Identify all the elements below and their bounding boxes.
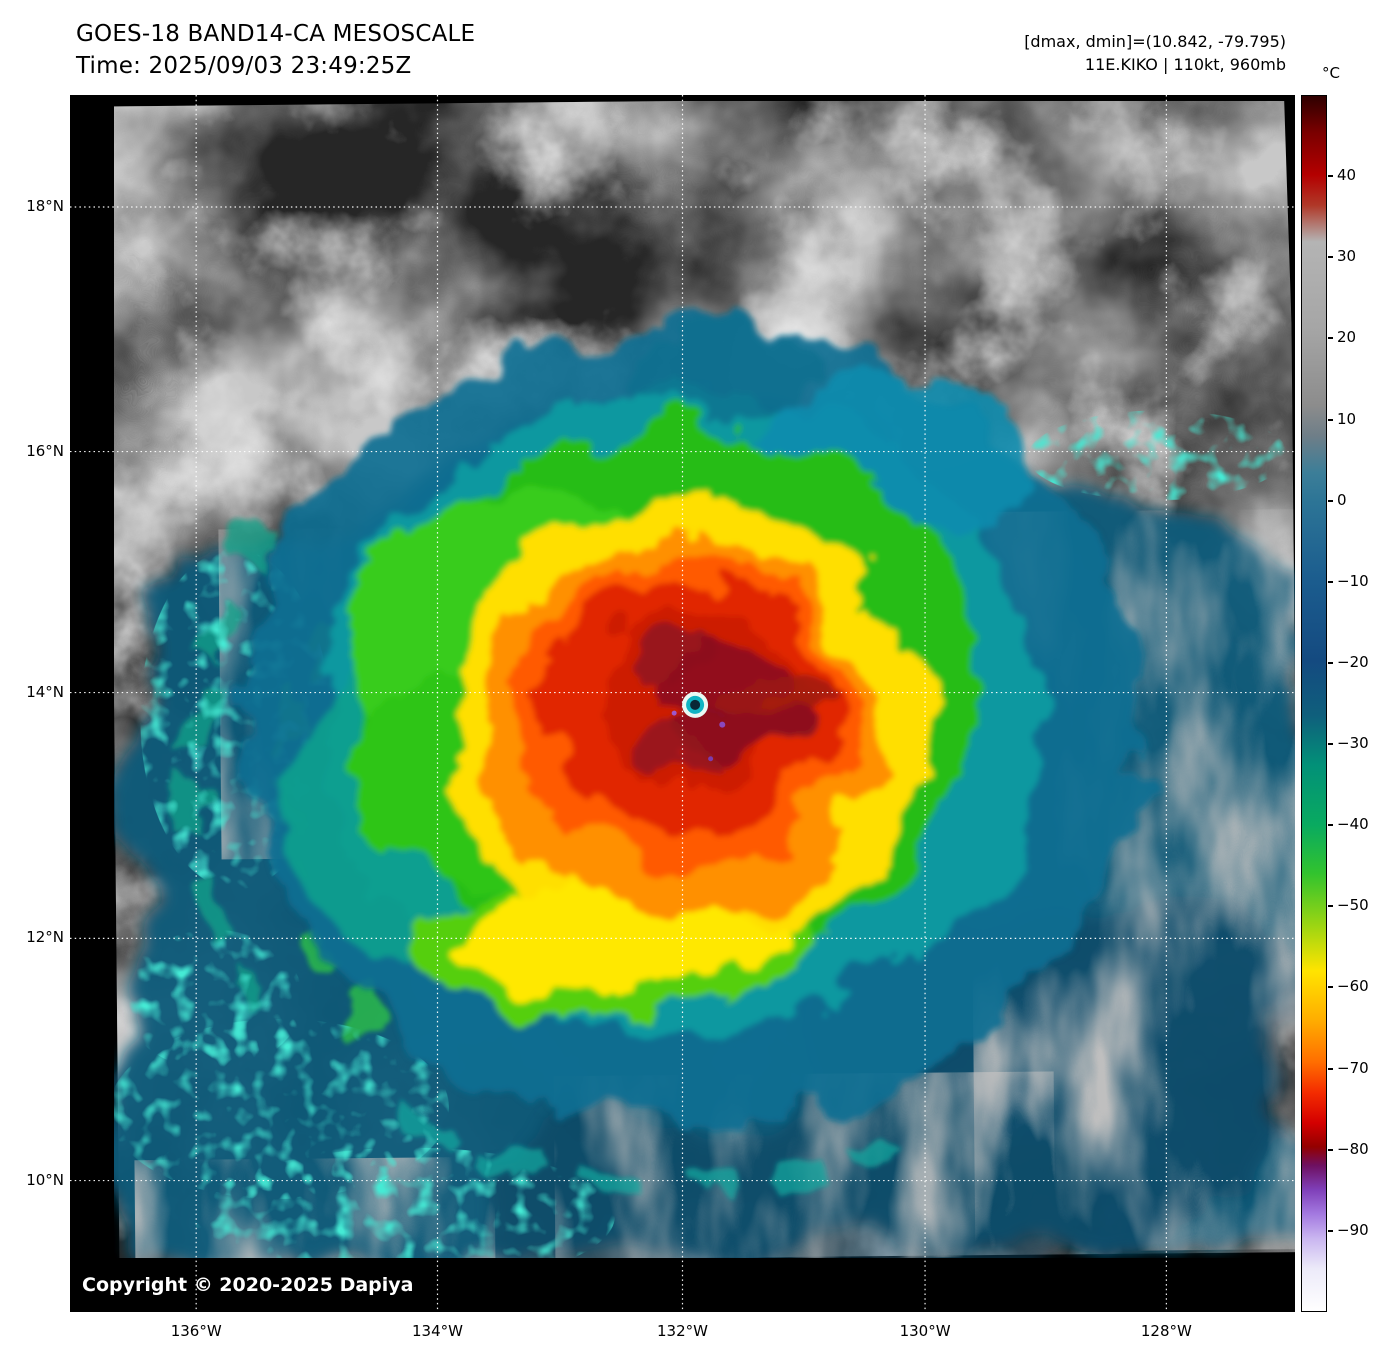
lon-tick-label: 132°W: [657, 1322, 708, 1340]
colorbar-tick-label: 0: [1337, 490, 1347, 509]
colorbar-tick-label: −50: [1337, 896, 1369, 915]
colorbar-tick-mark: [1328, 905, 1333, 908]
lat-tick-label: 10°N: [26, 1170, 64, 1189]
colorbar-unit-label: °C: [1322, 64, 1340, 82]
plot-area: Copyright © 2020-2025 Dapiya: [70, 95, 1295, 1312]
black-frame: [70, 95, 1295, 1312]
colorbar-tick-label: −70: [1337, 1058, 1369, 1077]
lat-tick-label: 18°N: [26, 196, 64, 215]
colorbar-tick-mark: [1328, 824, 1333, 827]
satellite-image: [70, 95, 1295, 1312]
hurricane-eye: [682, 691, 709, 718]
colorbar-tick-label: −30: [1337, 734, 1369, 753]
lat-tick-label: 14°N: [26, 682, 64, 701]
colorbar-tick-label: −60: [1337, 977, 1369, 996]
colorbar-tick-label: 20: [1337, 328, 1357, 347]
lon-tick-label: 130°W: [899, 1322, 951, 1340]
colorbar-tick-mark: [1328, 986, 1333, 989]
lat-tick-label: 16°N: [26, 441, 64, 460]
colorbar-tick-mark: [1328, 337, 1333, 340]
colorbar-tick-mark: [1328, 580, 1333, 583]
colorbar-tick-label: 30: [1337, 247, 1357, 266]
colorbar-tick-mark: [1328, 1067, 1333, 1070]
colorbar-tick-mark: [1328, 661, 1333, 664]
colorbar-tick-mark: [1328, 418, 1333, 421]
colorbar-tick-label: −80: [1337, 1139, 1369, 1158]
lon-tick-label: 136°W: [170, 1322, 222, 1340]
colorbar-tick-mark: [1328, 1148, 1333, 1151]
colorbar-tick-mark: [1328, 256, 1333, 259]
page-title: GOES-18 BAND14-CA MESOSCALE: [76, 21, 476, 47]
colorbar-tick-label: −90: [1337, 1220, 1369, 1239]
satellite-data-region: [108, 95, 1295, 1312]
dmax-dmin-annotation: [dmax, dmin]=(10.842, -79.795): [1024, 32, 1286, 51]
colorbar-tick-mark: [1328, 1229, 1333, 1232]
colorbar-tick-mark: [1328, 743, 1333, 746]
colorbar-tick-label: 10: [1337, 409, 1357, 428]
colorbar: [1301, 95, 1327, 1312]
lat-tick-label: 12°N: [26, 928, 64, 947]
timestamp-label: Time: 2025/09/03 23:49:25Z: [76, 53, 412, 79]
storm-info-annotation: 11E.KIKO | 110kt, 960mb: [1084, 55, 1286, 74]
colorbar-tick-label: −20: [1337, 652, 1369, 671]
lon-tick-label: 128°W: [1140, 1322, 1192, 1340]
annotations: [dmax, dmin]=(10.842, -79.795) 11E.KIKO …: [1024, 30, 1286, 76]
lon-tick-label: 134°W: [412, 1322, 463, 1340]
grid-overlay: [70, 95, 1295, 1312]
colorbar-tick-mark: [1328, 499, 1333, 502]
coldest-overshoot-flecks: [671, 710, 726, 762]
copyright-label: Copyright © 2020-2025 Dapiya: [82, 1274, 414, 1296]
colorbar-tick-label: 40: [1337, 166, 1357, 185]
colorbar-tick-mark: [1328, 175, 1333, 178]
colorbar-tick-label: −10: [1337, 571, 1369, 590]
colorbar-tick-label: −40: [1337, 815, 1369, 834]
